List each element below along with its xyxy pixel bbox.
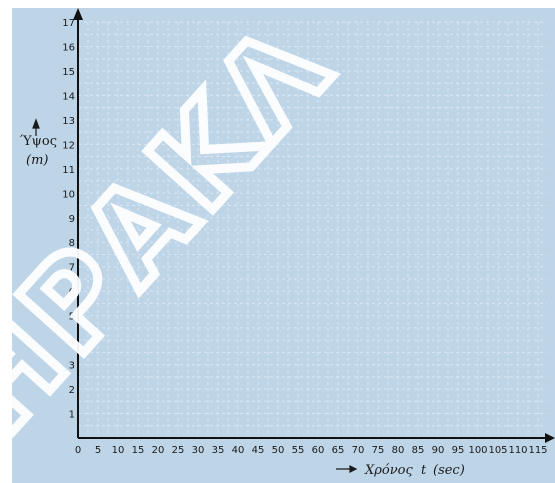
y-tick-label: 8 xyxy=(69,238,75,249)
x-tick-label: 85 xyxy=(412,445,425,456)
x-tick-label: 95 xyxy=(452,445,465,456)
x-tick-label: 115 xyxy=(528,445,547,456)
y-axis-title-line2: (m) xyxy=(26,153,48,168)
x-tick-label: 0 xyxy=(75,445,81,456)
x-tick-label: 10 xyxy=(112,445,125,456)
y-axis-arrow-icon xyxy=(73,8,83,20)
y-axis-title: Ύψος (m) xyxy=(20,118,57,168)
y-tick-label: 9 xyxy=(69,214,75,225)
y-tick-label: 5 xyxy=(69,312,75,323)
x-tick-label: 110 xyxy=(508,445,527,456)
y-tick-label: 7 xyxy=(69,263,75,274)
x-tick-label: 100 xyxy=(468,445,487,456)
y-tick-label: 16 xyxy=(62,42,75,53)
x-tick-label: 15 xyxy=(132,445,145,456)
plot-background xyxy=(12,8,555,483)
x-tick-label: 45 xyxy=(252,445,265,456)
x-tick-labels: 0 5 10 15 20 25 30 35 40 45 50 55 60 65 70 75 80 85 90 95 10… xyxy=(75,445,548,456)
x-axis-arrow-icon xyxy=(545,433,555,443)
y-tick-label: 12 xyxy=(62,140,75,151)
y-tick-label: 13 xyxy=(62,116,75,127)
y-tick-label: 1 xyxy=(69,410,75,421)
x-tick-label: 40 xyxy=(232,445,245,456)
x-axis-title-prefix: Χρόνος xyxy=(364,463,413,478)
x-tick-label: 105 xyxy=(488,445,507,456)
x-tick-label: 65 xyxy=(332,445,345,456)
x-tick-label: 5 xyxy=(95,445,101,456)
axes xyxy=(73,8,555,443)
x-tick-label: 60 xyxy=(312,445,325,456)
y-tick-label: 3 xyxy=(69,361,75,372)
x-axis-title-arrow-icon xyxy=(336,465,358,473)
y-tick-label: 17 xyxy=(62,18,75,29)
x-axis-title-variable: t xyxy=(421,463,427,478)
x-tick-label: 30 xyxy=(192,445,205,456)
x-axis-title-unit: (sec) xyxy=(433,463,465,478)
x-tick-label: 75 xyxy=(372,445,385,456)
y-tick-label: 6 xyxy=(69,287,75,298)
y-tick-label: 15 xyxy=(62,67,75,78)
x-axis-title: Χρόνος t (sec) xyxy=(336,463,465,478)
x-tick-label: 70 xyxy=(352,445,365,456)
x-tick-label: 80 xyxy=(392,445,405,456)
y-axis-title-line1: Ύψος xyxy=(20,134,57,149)
y-tick-label: 14 xyxy=(62,91,75,102)
grid-lines xyxy=(78,21,547,438)
x-tick-label: 55 xyxy=(292,445,305,456)
x-tick-label: 25 xyxy=(172,445,185,456)
x-tick-label: 20 xyxy=(152,445,165,456)
y-tick-label: 10 xyxy=(62,189,75,200)
y-tick-label: 2 xyxy=(69,385,75,396)
x-tick-label: 35 xyxy=(212,445,225,456)
y-axis-title-arrow-icon xyxy=(32,118,40,136)
y-tick-label: 11 xyxy=(62,165,75,176)
y-tick-label: 4 xyxy=(69,336,75,347)
x-tick-label: 90 xyxy=(432,445,445,456)
x-tick-label: 50 xyxy=(272,445,285,456)
